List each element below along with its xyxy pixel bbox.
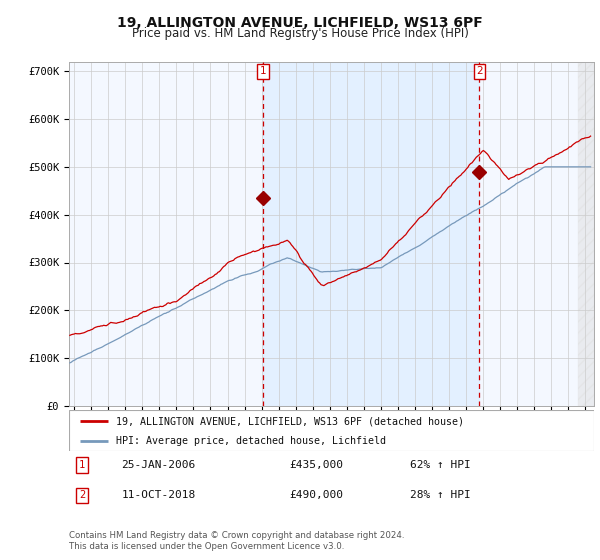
Text: 1: 1 — [259, 66, 266, 76]
Text: 1: 1 — [79, 460, 85, 470]
Text: 62% ↑ HPI: 62% ↑ HPI — [410, 460, 471, 470]
Text: £435,000: £435,000 — [290, 460, 343, 470]
Text: 28% ↑ HPI: 28% ↑ HPI — [410, 491, 471, 501]
Text: 2: 2 — [476, 66, 483, 76]
Text: 25-JAN-2006: 25-JAN-2006 — [121, 460, 196, 470]
Text: 11-OCT-2018: 11-OCT-2018 — [121, 491, 196, 501]
Text: 19, ALLINGTON AVENUE, LICHFIELD, WS13 6PF: 19, ALLINGTON AVENUE, LICHFIELD, WS13 6P… — [117, 16, 483, 30]
Bar — [263, 62, 479, 406]
Text: Price paid vs. HM Land Registry's House Price Index (HPI): Price paid vs. HM Land Registry's House … — [131, 27, 469, 40]
Text: Contains HM Land Registry data © Crown copyright and database right 2024.: Contains HM Land Registry data © Crown c… — [69, 531, 404, 540]
Text: 2: 2 — [79, 491, 85, 501]
FancyBboxPatch shape — [69, 410, 594, 451]
Text: £490,000: £490,000 — [290, 491, 343, 501]
Text: HPI: Average price, detached house, Lichfield: HPI: Average price, detached house, Lich… — [116, 436, 386, 446]
Text: 19, ALLINGTON AVENUE, LICHFIELD, WS13 6PF (detached house): 19, ALLINGTON AVENUE, LICHFIELD, WS13 6P… — [116, 417, 464, 426]
Bar — [578, 62, 594, 406]
Text: This data is licensed under the Open Government Licence v3.0.: This data is licensed under the Open Gov… — [69, 542, 344, 550]
